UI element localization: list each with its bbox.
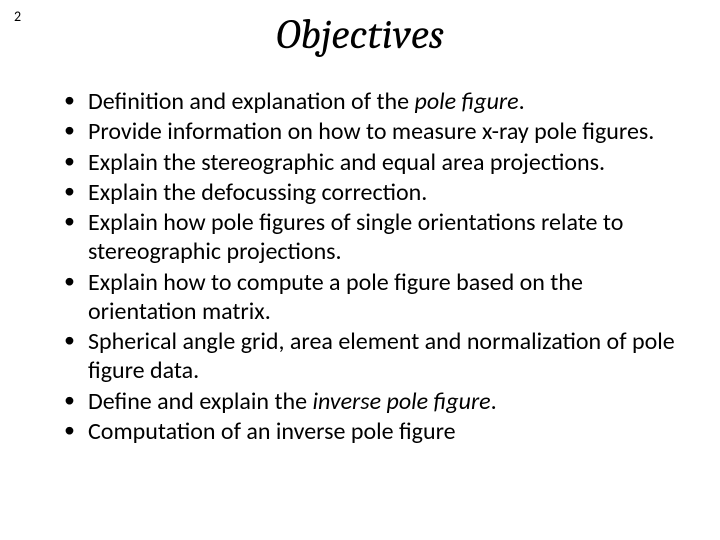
list-item: Explain the defocussing correction. [60, 178, 680, 207]
bullet-italic: pole figure [414, 87, 518, 116]
bullet-text: Explain the defocussing correction. [88, 178, 427, 207]
list-item: Spherical angle grid, area element and n… [60, 327, 680, 386]
list-item: Provide information on how to measure x-… [60, 117, 680, 146]
list-item: Definition and explanation of the pole f… [60, 87, 680, 116]
bullet-text: Define and explain the [88, 387, 312, 416]
bullet-post: . [491, 387, 497, 416]
bullet-text: Provide information on how to measure x-… [88, 117, 654, 146]
slide-title: Objectives [0, 0, 720, 87]
bullet-text: Computation of an inverse pole figure [88, 417, 456, 446]
list-item: Computation of an inverse pole figure [60, 417, 680, 446]
page-number: 2 [14, 8, 21, 25]
list-item: Explain the stereographic and equal area… [60, 148, 680, 177]
objectives-list: Definition and explanation of the pole f… [60, 87, 680, 446]
bullet-text: Spherical angle grid, area element and n… [88, 327, 675, 385]
bullet-text: Explain how to compute a pole figure bas… [88, 268, 583, 326]
list-item: Explain how pole figures of single orien… [60, 208, 680, 267]
bullet-text: Explain the stereographic and equal area… [88, 148, 605, 177]
bullet-text: Explain how pole figures of single orien… [88, 208, 623, 266]
list-item: Define and explain the inverse pole figu… [60, 387, 680, 416]
bullet-text: Definition and explanation of the [88, 87, 414, 116]
bullet-italic: inverse pole figure [312, 387, 490, 416]
bullet-post: . [519, 87, 525, 116]
content-area: Definition and explanation of the pole f… [0, 87, 720, 446]
list-item: Explain how to compute a pole figure bas… [60, 268, 680, 327]
